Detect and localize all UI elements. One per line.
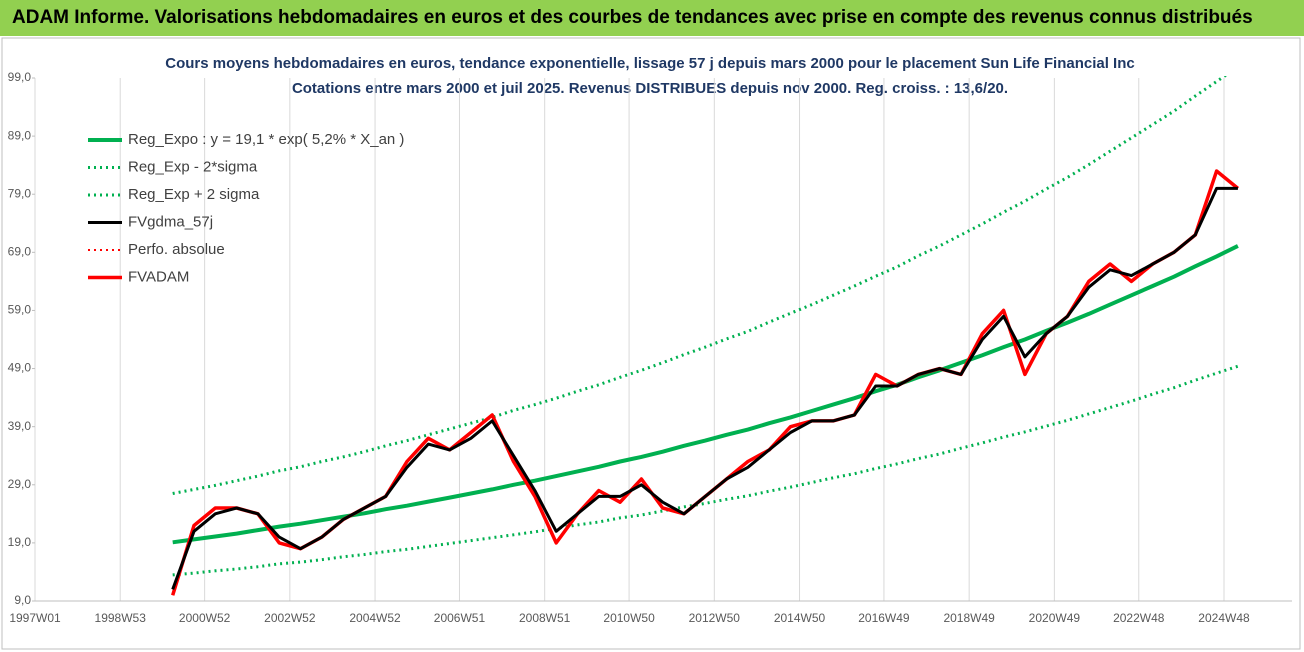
- header: ADAM Informe. Valorisations hebdomadaire…: [0, 0, 1304, 36]
- x-tick-label: 2016W49: [858, 611, 910, 625]
- x-tick-label: 2008W51: [519, 611, 571, 625]
- x-tick-label: 2010W50: [603, 611, 655, 625]
- y-tick-label: 39,0: [8, 419, 32, 433]
- y-tick-label: 69,0: [8, 245, 32, 259]
- y-tick-label: 99,0: [8, 70, 32, 84]
- legend-label: Reg_Exp + 2 sigma: [128, 186, 260, 203]
- x-tick-label: 2012W50: [689, 611, 741, 625]
- y-tick-label: 89,0: [8, 128, 32, 142]
- legend-label: FVgdma_57j: [128, 213, 213, 230]
- y-tick-label: 59,0: [8, 303, 32, 317]
- x-tick-label: 2014W50: [774, 611, 826, 625]
- x-tick-label: 2022W48: [1113, 611, 1165, 625]
- y-tick-label: 29,0: [8, 477, 32, 491]
- chart-title: Cours moyens hebdomadaires en euros, ten…: [165, 55, 1134, 72]
- chart-frame: [1, 37, 1301, 650]
- x-tick-label: 2018W49: [943, 611, 995, 625]
- x-tick-label: 1998W53: [95, 611, 147, 625]
- legend-label: FVADAM: [128, 268, 189, 285]
- series-line: [171, 186, 1238, 590]
- x-tick-label: 2024W48: [1198, 611, 1250, 625]
- x-tick-label: 2004W52: [349, 611, 401, 625]
- legend-label: Perfo. absolue: [128, 241, 225, 258]
- x-tick-label: 2020W49: [1029, 611, 1081, 625]
- chart-subtitle: Cotations entre mars 2000 et juil 2025. …: [292, 80, 1008, 97]
- x-tick-label: 2002W52: [264, 611, 316, 625]
- legend-label: Reg_Exp - 2*sigma: [128, 158, 258, 175]
- chart: Cours moyens hebdomadaires en euros, ten…: [1, 37, 1301, 650]
- series-line: [172, 76, 1228, 495]
- x-tick-label: 2006W51: [434, 611, 486, 625]
- x-tick-label: 1997W01: [9, 611, 61, 625]
- legend-label: Reg_Expo : y = 19,1 * exp( 5,2% * X_an ): [128, 131, 404, 148]
- y-tick-label: 9,0: [14, 593, 31, 607]
- y-tick-label: 49,0: [8, 361, 32, 375]
- y-tick-label: 79,0: [8, 186, 32, 200]
- y-tick-label: 19,0: [8, 535, 32, 549]
- x-tick-label: 2000W52: [179, 611, 231, 625]
